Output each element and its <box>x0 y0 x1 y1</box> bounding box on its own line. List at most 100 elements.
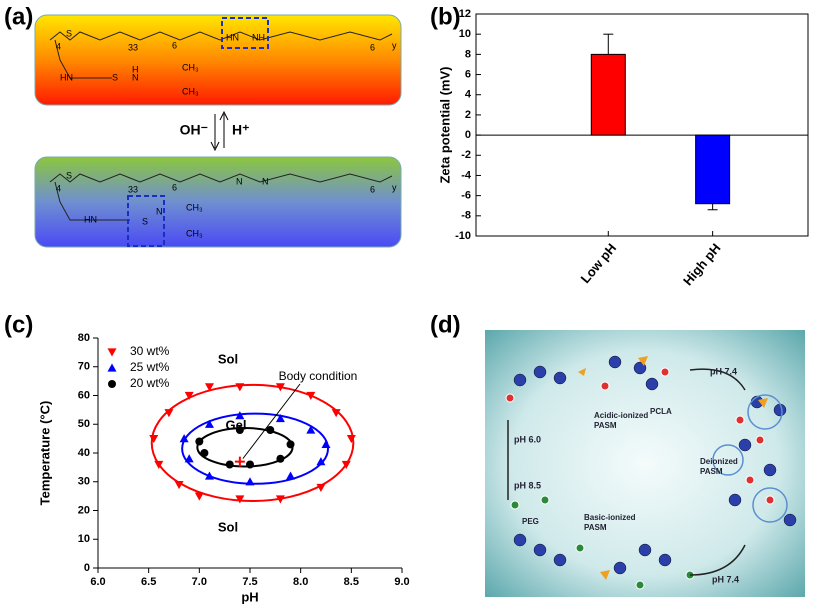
x-tick-label: 6.5 <box>141 576 156 588</box>
y-tick-label: 12 <box>459 8 471 20</box>
plot-frame <box>475 13 809 237</box>
chem-text: NH <box>252 32 265 42</box>
marker <box>321 439 331 448</box>
marker <box>184 454 194 463</box>
marker <box>316 457 326 466</box>
marker <box>149 435 159 444</box>
y-tick-label: 80 <box>78 332 90 344</box>
x-tick-label: High pH <box>680 240 724 288</box>
marker <box>174 481 184 490</box>
fit-curve <box>181 412 329 485</box>
y-tick-label: 10 <box>459 28 471 40</box>
chem-text: 4 <box>56 183 61 193</box>
marker <box>179 434 189 443</box>
chem-text: CH₃ <box>186 202 203 212</box>
ionized-box <box>34 14 402 106</box>
side-chain <box>54 39 112 79</box>
marker <box>286 471 296 480</box>
chem-text: 6 <box>370 42 375 52</box>
x-tick-label: 8.5 <box>344 576 359 588</box>
panel-label: (c) <box>4 311 33 338</box>
marker <box>194 492 204 501</box>
chem-text: N <box>262 176 269 186</box>
marker <box>276 454 285 463</box>
scheme-a: 4 S 33 6 HN NH 6 y HN S N H CH₃ CH₃ 4 S … <box>34 14 402 248</box>
marker <box>316 483 326 492</box>
legend-label: 20 wt% <box>130 376 170 390</box>
chem-text: CH₃ <box>186 228 203 238</box>
micelle-rings <box>712 394 788 523</box>
y-tick-label: 2 <box>465 109 471 121</box>
scheme-label: PCLA <box>650 407 672 416</box>
scheme-label: Basic-ionized <box>584 513 636 522</box>
marker <box>246 460 254 469</box>
chem-text: S <box>66 28 72 38</box>
molecule-beads <box>513 355 797 575</box>
y-tick-label: 40 <box>78 447 90 459</box>
chem-text: y <box>392 40 397 50</box>
y-tick-label: 70 <box>78 361 90 373</box>
marker <box>235 426 244 434</box>
y-tick-label: 4 <box>465 89 472 101</box>
legend-label: 25 wt% <box>130 360 170 374</box>
marker <box>235 383 245 392</box>
y-tick-label: 8 <box>465 48 471 60</box>
x-tick-label: 9.0 <box>394 576 409 588</box>
chem-text: 33 <box>128 42 138 52</box>
marker <box>275 495 285 504</box>
y-axis-label: Zeta potential (mV) <box>437 66 452 183</box>
y-tick-label: -8 <box>461 210 471 222</box>
chem-text: 6 <box>172 40 177 50</box>
y-tick-label: -10 <box>455 230 471 242</box>
chem-text: S <box>66 170 72 180</box>
scheme-label: PASM <box>594 421 617 430</box>
chem-text: 6 <box>370 184 375 194</box>
backbone <box>49 173 393 183</box>
marker <box>346 435 356 444</box>
chem-text: 4 <box>56 41 61 51</box>
legend-marker <box>108 380 116 388</box>
scheme-label: Deionized <box>700 457 738 466</box>
marker <box>154 460 164 469</box>
y-tick-label: -2 <box>461 149 471 161</box>
scheme-label: pH 7.4 <box>712 574 739 584</box>
y-tick-label: 0 <box>84 562 90 574</box>
process-arrow <box>689 368 746 391</box>
process-arrow <box>689 544 746 576</box>
deionized-box <box>34 156 402 248</box>
scheme-d: pH 7.4 pH 6.0 pH 8.5 pH 7.4 Acidic-ioniz… <box>485 330 805 597</box>
chem-text: HN <box>60 72 73 82</box>
scheme-label: PASM <box>584 523 607 532</box>
marker <box>306 425 316 434</box>
reagent-label: H⁺ <box>232 122 250 138</box>
marker <box>200 449 209 457</box>
marker <box>204 383 214 392</box>
backbone <box>49 31 393 41</box>
marker <box>235 411 245 420</box>
body-condition <box>234 456 245 467</box>
chem-text: y <box>392 182 397 192</box>
marker <box>266 426 275 434</box>
marker <box>195 437 204 446</box>
highlight-box <box>127 195 165 247</box>
y-tick-label: 60 <box>78 389 90 401</box>
legend-marker <box>107 348 117 357</box>
y-tick-label: 10 <box>78 533 90 545</box>
marker <box>306 391 316 400</box>
annotation: Sol <box>218 519 238 534</box>
panel-label: (d) <box>430 311 461 338</box>
scheme-label: pH 6.0 <box>514 434 541 444</box>
chem-text: S <box>112 72 118 82</box>
fit-curve <box>150 383 355 502</box>
scheme-label: PEG <box>522 517 539 526</box>
basic-groups <box>510 495 695 590</box>
y-tick-label: 6 <box>465 68 471 80</box>
chem-text: CH₃ <box>182 86 199 96</box>
y-tick-label: 0 <box>465 129 471 141</box>
y-tick-label: -6 <box>461 190 471 202</box>
marker <box>235 495 245 504</box>
marker <box>184 391 194 400</box>
y-tick-label: 50 <box>78 418 90 430</box>
chem-text: H <box>132 64 139 74</box>
